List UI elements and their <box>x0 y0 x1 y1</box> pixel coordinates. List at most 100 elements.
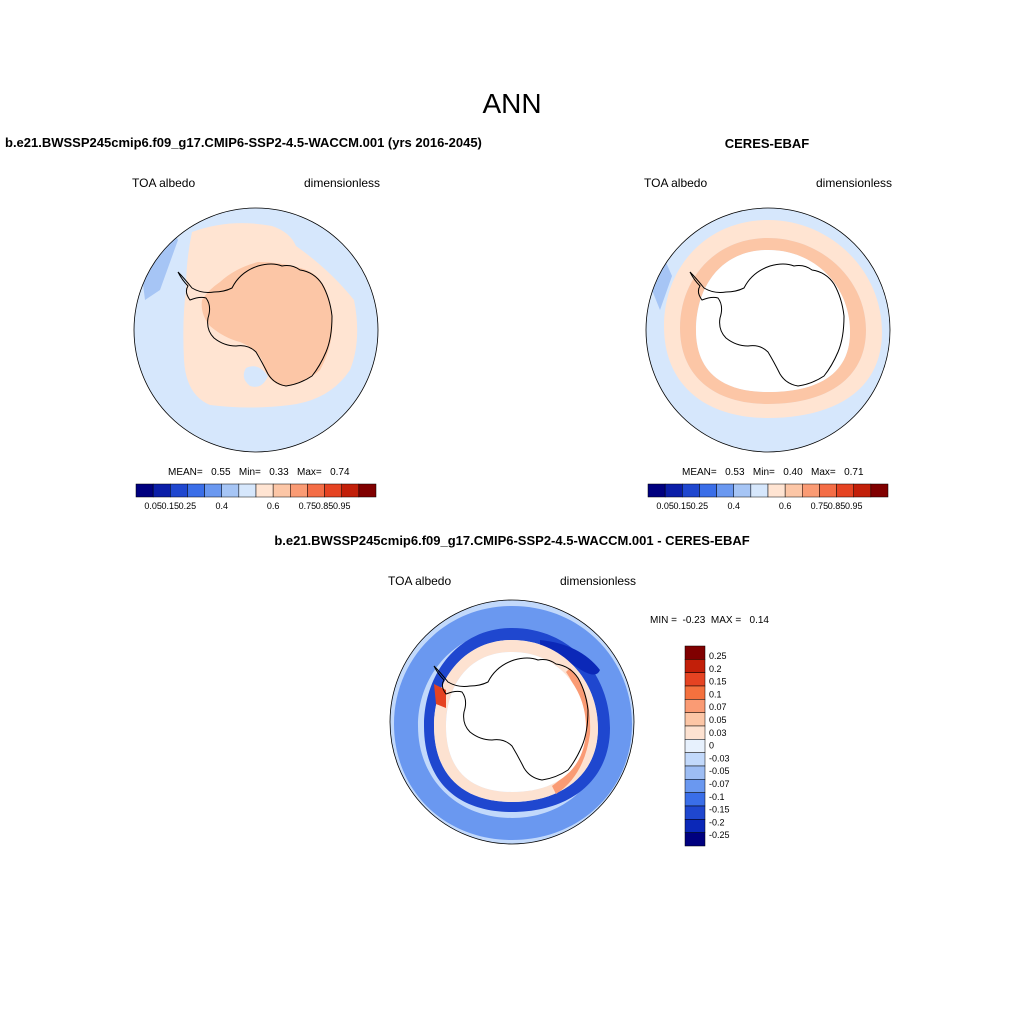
panel1-colorbar-swatch-8 <box>272 483 291 498</box>
panel2-min-label: Min= <box>752 467 775 478</box>
panel2-map-border <box>645 207 891 453</box>
panel3-antarctica-coastline <box>433 657 589 781</box>
panel1-colorbar-swatch-10 <box>307 483 325 498</box>
panel3-colorbar-swatch-12 <box>684 805 706 820</box>
panel1-right-label: dimensionless <box>304 176 381 190</box>
panel2-max-value: 0.71 <box>844 467 864 478</box>
panel3-colorbar-swatch-2 <box>684 672 706 687</box>
panel3-colorbar-tick-label: -0.05 <box>709 766 730 776</box>
panel3-min-value: -0.23 <box>682 615 706 626</box>
panel3-colorbar-swatch-11 <box>684 792 706 807</box>
panel1-colorbar-swatch-4 <box>204 483 222 498</box>
main-title: ANN <box>482 88 542 119</box>
panel1-colorbar-swatch-0 <box>135 483 154 498</box>
panel2-colorbar-tick-label: 0.85 <box>828 501 846 511</box>
panel2-colorbar-swatch-4 <box>716 483 734 498</box>
panel2-mean-value: 0.53 <box>725 467 745 478</box>
panel3-peak-negative-patch <box>540 640 600 675</box>
panel1-min-value: 0.33 <box>269 467 289 478</box>
panel3-map-border <box>389 599 635 845</box>
panel3-colorbar-tick-label: -0.03 <box>709 753 730 763</box>
panel1-map-border <box>133 207 379 453</box>
panel3-colorbar-swatch-14 <box>684 832 706 847</box>
panel3-colorbar-swatch-8 <box>684 752 706 767</box>
panel2-antarctica-coastline <box>689 263 845 387</box>
panel1-stats: MEAN= 0.55 Min= 0.33 Max= 0.74 <box>168 467 350 478</box>
panel2-stats: MEAN= 0.53 Min= 0.40 Max= 0.71 <box>682 467 864 478</box>
panel1-colorbar-swatch-2 <box>170 483 188 498</box>
panel1-mean-value: 0.55 <box>211 467 231 478</box>
panel2-colorbar-swatch-11 <box>836 483 854 498</box>
panel3-map <box>389 599 635 845</box>
panel1-colorbar-tick-label: 0.15 <box>162 501 180 511</box>
panel3-colorbar-tick-label: -0.1 <box>709 792 725 802</box>
panel3-peninsula-hotspot <box>434 684 446 708</box>
panel3-colorbar-swatch-9 <box>684 765 706 780</box>
panel1-colorbar-swatch-6 <box>238 483 257 498</box>
panel3-colorbar-swatch-0 <box>684 645 706 660</box>
panel1-colorbar-swatch-11 <box>324 483 342 498</box>
panel3-colorbar: 0.25 0.2 0.15 0.1 0.07 0.05 0.03 0 -0.03 -0.05 -0.… <box>684 645 730 847</box>
panel1-colorbar-swatch-1 <box>152 483 171 498</box>
panel1-mean-label: MEAN= <box>168 467 203 478</box>
panel1-colorbar-tick-label: 0.75 <box>299 501 317 511</box>
panel2-colorbar-swatch-6 <box>750 483 769 498</box>
panel2-colorbar-swatch-12 <box>853 483 872 498</box>
panel3-colorbar-swatch-4 <box>684 699 706 713</box>
panel3-stats: MIN = -0.23 MAX = 0.14 <box>650 615 769 626</box>
panel3-colorbar-tick-label: -0.25 <box>709 830 730 840</box>
panel2-colorbar-swatch-5 <box>733 483 752 498</box>
panel2-min-value: 0.40 <box>783 467 803 478</box>
panel1-colorbar-swatch-3 <box>187 483 205 498</box>
panel1-left-label: TOA albedo <box>132 176 196 190</box>
panel3-colorbar-tick-label: 0 <box>709 741 714 751</box>
panel1-title: b.e21.BWSSP245cmip6.f09_g17.CMIP6-SSP2-4… <box>5 135 482 150</box>
panel1-colorbar-swatch-13 <box>358 483 377 498</box>
panel1-map <box>133 207 379 453</box>
panel1-colorbar-tick-label: 0.25 <box>179 501 197 511</box>
panel1-colorbar-tick-label: 0.6 <box>267 501 280 511</box>
panel1-antarctica-coastline <box>177 263 333 387</box>
panel3-colorbar-swatch-7 <box>684 739 706 753</box>
panel2-colorbar-tick-label: 0.25 <box>691 501 709 511</box>
panel1-colorbar-swatch-12 <box>341 483 360 498</box>
panel2-colorbar-tick-label: 0.6 <box>779 501 792 511</box>
panel2-colorbar-tick-label: 0.15 <box>674 501 692 511</box>
panel2-title: CERES-EBAF <box>724 136 810 151</box>
panel3-max-value: 0.14 <box>749 615 769 626</box>
panel1-colorbar-swatch-7 <box>255 483 274 498</box>
panel2-colorbar-swatch-9 <box>802 483 820 498</box>
panel3-colorbar-tick-label: 0.25 <box>709 651 727 661</box>
panel2-continent-mask <box>696 250 850 392</box>
panel2-right-label: dimensionless <box>816 176 893 190</box>
panel3-left-label: TOA albedo <box>388 574 452 588</box>
panel3-colorbar-tick-label: -0.2 <box>709 817 725 827</box>
panel3-colorbar-swatch-3 <box>684 685 706 700</box>
panel3-colorbar-swatch-5 <box>684 712 706 727</box>
panel1-min-label: Min= <box>238 467 261 478</box>
panel3-colorbar-tick-label: 0.2 <box>709 664 722 674</box>
panel2-colorbar-tick-label: 0.75 <box>811 501 829 511</box>
panel3-colorbar-tick-label: 0.07 <box>709 702 727 712</box>
panel1-max-value: 0.74 <box>330 467 350 478</box>
panel1-ross-ice-shelf <box>243 366 268 387</box>
panel2-colorbar-swatch-1 <box>664 483 683 498</box>
panel2-left-label: TOA albedo <box>644 176 708 190</box>
panel3-colorbar-tick-label: 0.03 <box>709 728 727 738</box>
panel2-colorbar-swatch-3 <box>699 483 717 498</box>
panel3-colorbar-tick-label: 0.05 <box>709 715 727 725</box>
panel2-colorbar-tick-label: 0.95 <box>845 501 863 511</box>
panel1-max-label: Max= <box>297 467 322 478</box>
panel3-colorbar-tick-label: -0.07 <box>709 779 730 789</box>
panel3-colorbar-tick-label: -0.15 <box>709 805 730 815</box>
panel2-colorbar: 0.05 0.15 0.25 0.4 0.6 0.75 0.85 0.95 <box>647 483 889 511</box>
panel2-colorbar-tick-label: 0.4 <box>727 501 740 511</box>
panel2-low-albedo-patch <box>652 260 672 310</box>
panel3-title: b.e21.BWSSP245cmip6.f09_g17.CMIP6-SSP2-4… <box>274 533 750 548</box>
panel2-mean-label: MEAN= <box>682 467 717 478</box>
panel1-colorbar-tick-label: 0.4 <box>215 501 228 511</box>
panel2-max-label: Max= <box>811 467 836 478</box>
panel2-colorbar-swatch-7 <box>767 483 786 498</box>
panel3-continent-mask <box>446 652 586 792</box>
panel3-right-label: dimensionless <box>560 574 637 588</box>
